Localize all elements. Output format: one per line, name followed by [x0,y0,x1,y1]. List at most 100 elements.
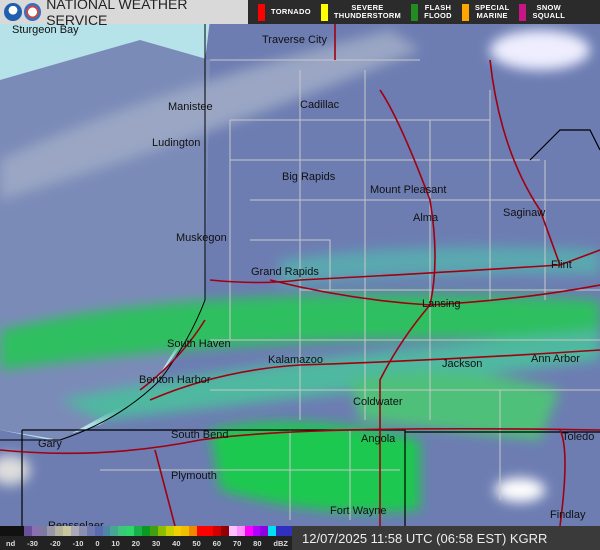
warning-swatch [320,3,328,21]
city-label: Alma [413,212,439,224]
warning-label: SEVERE THUNDERSTORM [333,3,402,20]
city-label: Findlay [550,509,586,521]
scale-color [71,526,79,536]
color-bar [0,526,292,536]
warning-swatch [519,3,527,21]
scale-ticks: nd -30 -20 -10 0 10 20 30 40 50 60 70 80 dBZ [0,536,292,548]
city-label: Fort Wayne [330,505,387,517]
warning-swatch [258,3,265,21]
city-label: Benton Harbor [139,374,211,386]
city-label: South Bend [171,429,229,441]
radar-echoes [0,30,600,513]
warning-label: SNOW SQUALL [532,3,566,20]
scale-color [102,526,111,536]
scale-color [252,526,261,536]
scale-color [110,526,119,536]
warning-label: TORNADO [271,7,311,16]
scale-color [47,526,56,536]
city-label: Ann Arbor [531,353,580,365]
state-borders [0,20,600,526]
scale-color [284,526,292,536]
scale-tick: 70 [232,539,242,548]
noaa-logo-icon [4,3,22,21]
city-label: Traverse City [262,34,327,46]
county-lines [100,59,600,520]
city-label: Lansing [422,298,461,310]
city-label: Jackson [442,358,483,370]
scale-color [181,526,190,536]
scale-color [78,526,87,536]
scale-color [157,526,166,536]
city-label: Cadillac [300,99,340,111]
scale-tick: 30 [151,539,161,548]
scale-color [173,526,182,536]
city-label: Angola [361,433,396,445]
scale-tick: 0 [95,539,100,548]
scale-color [55,526,64,536]
scale-color [236,526,245,536]
scale-tick: nd [6,539,16,548]
scale-color [260,526,269,536]
scale-color [197,526,206,536]
scale-color [23,526,32,536]
scale-color [94,526,103,536]
city-label: Grand Rapids [251,266,319,278]
city-label: Plymouth [171,470,217,482]
scale-tick: 40 [172,539,181,548]
city-label: Ludington [152,137,201,149]
warning-item: SPECIAL MARINE [461,3,510,21]
timestamp: 12/07/2025 11:58 UTC (06:58 EST) KGRR [292,526,600,550]
scale-tick: -20 [49,539,61,548]
city-label: Mount Pleasant [370,184,447,196]
scale-tick: 20 [131,539,140,548]
city-label: Big Rapids [282,171,336,183]
scale-color [134,526,143,536]
warning-label: FLASH FLOOD [424,3,452,20]
scale-tick: -10 [72,539,84,548]
scale-color [244,526,253,536]
scale-color [118,526,127,536]
scale-tick: 50 [192,539,201,548]
scale-color [86,526,95,536]
scale-color [0,526,8,536]
header: NATIONAL WEATHER SERVICE TORNADO SEVERE TH… [0,0,600,28]
scale-color [189,526,198,536]
warning-item: TORNADO [258,3,311,21]
city-label: Saginaw [503,207,546,219]
scale-color [15,526,24,536]
nws-logo-icon [23,3,42,21]
scale-tick: dBZ [273,539,288,548]
scale-color [213,526,221,536]
warning-item: SNOW SQUALL [519,3,566,21]
scale-color [39,526,48,536]
scale-tick: -30 [27,539,38,548]
warning-legend: TORNADO SEVERE THUNDERSTORM FLASH FLOOD SPECI… [248,0,600,24]
city-label: Manistee [168,101,213,113]
scale-color [142,526,150,536]
scale-tick: 10 [111,539,120,548]
brand[interactable]: NATIONAL WEATHER SERVICE [0,0,248,28]
scale-color [205,526,214,536]
warning-item: SEVERE THUNDERSTORM [320,3,402,21]
scale-color [165,526,174,536]
scale-color [228,526,237,536]
city-label: South Haven [167,338,231,350]
scale-color [31,526,40,536]
city-label: Coldwater [353,396,403,408]
city-label: Flint [551,259,572,271]
site-title: NATIONAL WEATHER SERVICE [46,0,188,28]
scale-color [149,526,158,536]
scale-color [126,526,135,536]
scale-color [63,526,72,536]
city-label: Toledo [562,431,595,443]
scale-color [276,526,285,536]
scale-color [268,526,277,536]
highways [0,20,600,527]
scale-color [7,526,16,536]
reflectivity-scale: nd -30 -20 -10 0 10 20 30 40 50 60 70 80 dBZ [0,526,292,550]
city-label: Muskegon [176,232,227,244]
warning-swatch [411,3,419,21]
scale-tick: 80 [253,539,262,548]
warning-item: FLASH FLOOD [411,3,452,21]
